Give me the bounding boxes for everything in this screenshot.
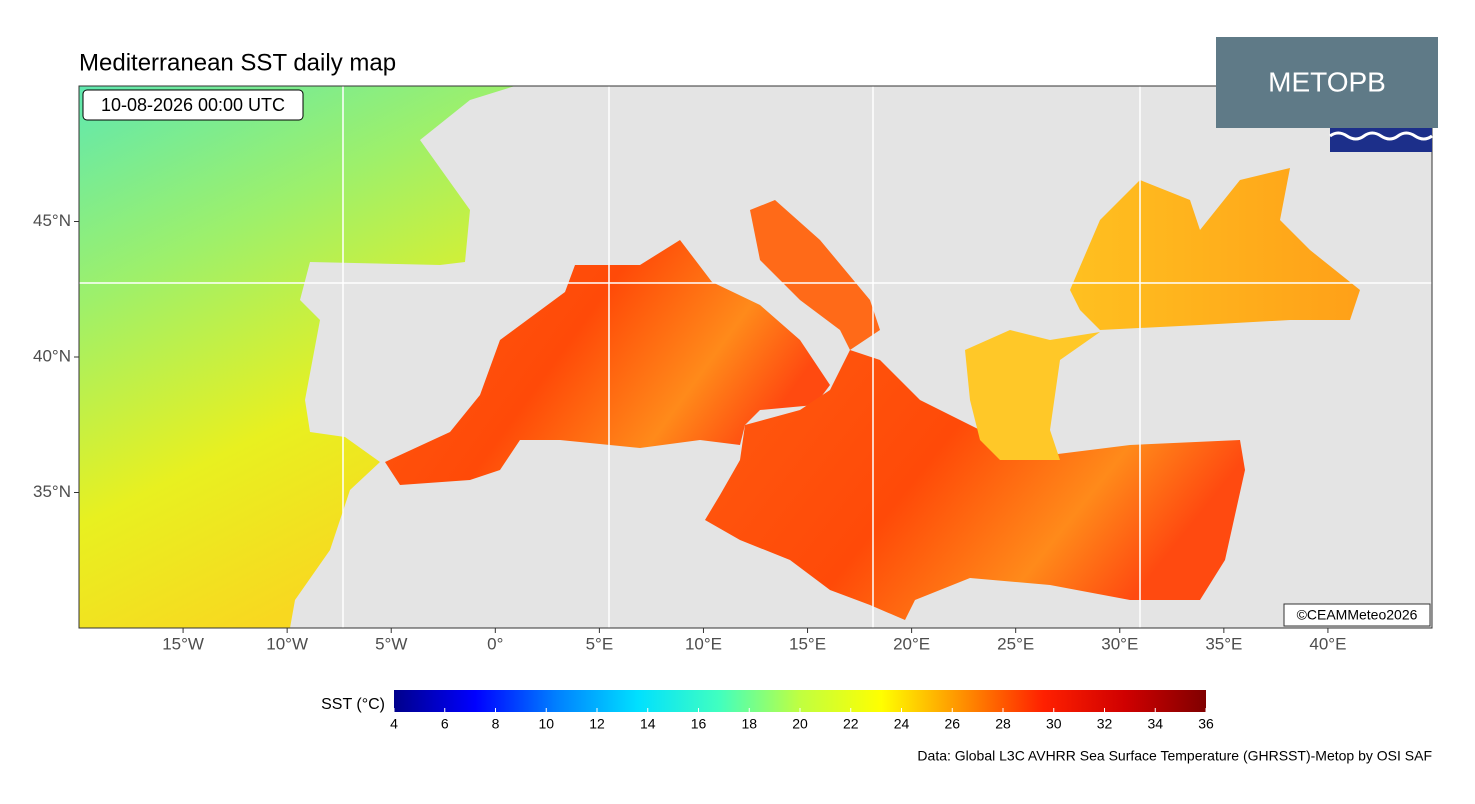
y-tick-label: 45°N bbox=[33, 211, 71, 230]
y-tick-label: 35°N bbox=[33, 482, 71, 501]
colorbar-tick-label: 20 bbox=[792, 716, 808, 732]
x-tick-label: 25°E bbox=[997, 634, 1034, 653]
x-tick-label: 5°E bbox=[586, 634, 614, 653]
x-tick-label: 10°E bbox=[685, 634, 722, 653]
colorbar-tick-label: 30 bbox=[1046, 716, 1062, 732]
colorbar-tick-label: 10 bbox=[538, 716, 554, 732]
colorbar-tick-label: 12 bbox=[589, 716, 605, 732]
y-tick-label: 40°N bbox=[33, 346, 71, 365]
colorbar-tick-label: 18 bbox=[741, 716, 757, 732]
badge-label: METOPB bbox=[1268, 66, 1386, 97]
timestamp: 10-08-2026 00:00 UTC bbox=[101, 95, 285, 115]
x-tick-label: 0° bbox=[487, 634, 503, 653]
colorbar-tick-label: 6 bbox=[441, 716, 449, 732]
colorbar-tick-label: 28 bbox=[995, 716, 1011, 732]
black-sea bbox=[1070, 168, 1360, 330]
colorbar-tick-label: 22 bbox=[843, 716, 859, 732]
x-tick-label: 35°E bbox=[1205, 634, 1242, 653]
colorbar-tick-label: 14 bbox=[640, 716, 656, 732]
x-tick-label: 10°W bbox=[266, 634, 308, 653]
colorbar-tick-label: 32 bbox=[1097, 716, 1113, 732]
mediterranean-east bbox=[705, 350, 1245, 620]
mediterranean-west bbox=[385, 240, 830, 485]
x-tick-label: 15°W bbox=[162, 634, 204, 653]
credit: ©CEAMMeteo2026 bbox=[1297, 607, 1418, 623]
colorbar-tick-label: 34 bbox=[1147, 716, 1163, 732]
colorbar-tick-label: 8 bbox=[492, 716, 500, 732]
colorbar-tick-label: 16 bbox=[691, 716, 707, 732]
badge bbox=[1216, 37, 1438, 128]
colorbar-tick-label: 26 bbox=[944, 716, 960, 732]
x-tick-label: 15°E bbox=[789, 634, 826, 653]
logo bbox=[1329, 128, 1433, 152]
credit-box bbox=[1283, 603, 1431, 627]
data-source: Data: Global L3C AVHRR Sea Surface Tempe… bbox=[917, 748, 1432, 764]
colorbar-tick-label: 36 bbox=[1198, 716, 1214, 732]
x-tick-label: 40°E bbox=[1309, 634, 1346, 653]
colorbar bbox=[394, 690, 1206, 712]
x-tick-label: 30°E bbox=[1101, 634, 1138, 653]
aegean bbox=[965, 330, 1100, 460]
x-tick-label: 20°E bbox=[893, 634, 930, 653]
colorbar-tick-label: 4 bbox=[390, 716, 398, 732]
atlantic bbox=[79, 86, 515, 628]
x-tick-label: 5°W bbox=[375, 634, 407, 653]
map-area bbox=[79, 86, 1432, 628]
map-title: Mediterranean SST daily map bbox=[79, 49, 396, 76]
adriatic bbox=[750, 200, 880, 350]
colorbar-tick-label: 24 bbox=[894, 716, 910, 732]
colorbar-label: SST (°C) bbox=[321, 696, 385, 713]
timestamp-box bbox=[82, 89, 304, 121]
